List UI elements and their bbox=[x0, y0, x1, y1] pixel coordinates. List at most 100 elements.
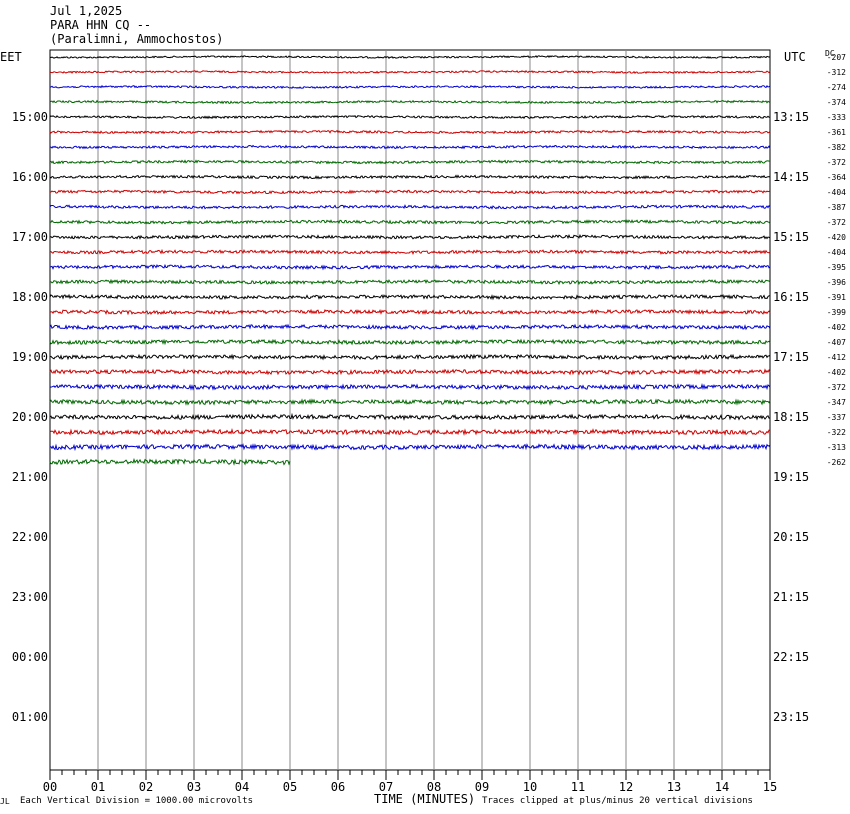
x-tick-label: 08 bbox=[427, 780, 441, 794]
seismic-trace bbox=[49, 368, 771, 376]
dc-offset-label: -404 bbox=[827, 248, 846, 257]
x-tick-label: 02 bbox=[139, 780, 153, 794]
x-tick-label: 01 bbox=[91, 780, 105, 794]
x-tick-label: 15 bbox=[763, 780, 777, 794]
right-hour-label: 21:15 bbox=[773, 590, 809, 604]
right-hour-label: 14:15 bbox=[773, 170, 809, 184]
seismic-trace bbox=[49, 457, 291, 466]
left-hour-labels: 15:00 16:00 17:00 18:00 19:00 20:00 21:00 22:00… bbox=[12, 110, 48, 724]
clip-note: Traces clipped at plus/minus 20 vertical… bbox=[482, 796, 753, 806]
x-tick-label: 11 bbox=[571, 780, 585, 794]
right-hour-label: 17:15 bbox=[773, 350, 809, 364]
dc-offset-label: -374 bbox=[827, 98, 846, 107]
seismic-trace bbox=[49, 263, 771, 271]
dc-offset-label: -347 bbox=[827, 398, 846, 407]
dc-offset-label: -333 bbox=[827, 113, 846, 122]
x-tick-label: 05 bbox=[283, 780, 297, 794]
right-axis-title: UTC bbox=[784, 50, 806, 64]
seismic-trace bbox=[49, 114, 771, 120]
x-tick-label: 09 bbox=[475, 780, 489, 794]
x-axis-label: TIME (MINUTES) bbox=[374, 792, 475, 806]
seismic-trace bbox=[49, 174, 771, 180]
right-hour-label: 20:15 bbox=[773, 530, 809, 544]
right-hour-label: 19:15 bbox=[773, 470, 809, 484]
dc-offset-label: -372 bbox=[827, 383, 846, 392]
right-hour-label: 23:15 bbox=[773, 710, 809, 724]
right-hour-label: 13:15 bbox=[773, 110, 809, 124]
seismic-trace bbox=[49, 412, 771, 421]
right-hour-label: 18:15 bbox=[773, 410, 809, 424]
left-hour-label: 15:00 bbox=[12, 110, 48, 124]
station-label: PARA HHN CQ -- bbox=[50, 18, 152, 32]
dc-offset-label: -372 bbox=[827, 218, 846, 227]
seismic-trace bbox=[49, 159, 771, 165]
seismic-trace bbox=[49, 248, 771, 256]
right-hour-labels: 13:15 14:15 15:15 16:15 17:15 18:15 19:15 20:15… bbox=[773, 110, 809, 724]
left-hour-label: 23:00 bbox=[12, 590, 48, 604]
seismic-trace bbox=[49, 219, 771, 225]
seismic-trace bbox=[49, 398, 771, 406]
seismic-trace bbox=[49, 293, 771, 301]
right-hour-label: 15:15 bbox=[773, 230, 809, 244]
dc-offset-label: -361 bbox=[827, 128, 846, 137]
dc-offset-label: -402 bbox=[827, 368, 846, 377]
dc-offset-label: -313 bbox=[827, 443, 846, 452]
dc-offset-label: -312 bbox=[827, 68, 846, 77]
left-hour-label: 19:00 bbox=[12, 350, 48, 364]
x-tick-label: 10 bbox=[523, 780, 537, 794]
dc-offset-label: -387 bbox=[827, 203, 846, 212]
dc-offset-label: -404 bbox=[827, 188, 846, 197]
dc-offset-label: -337 bbox=[827, 413, 846, 422]
dc-offset-label: -420 bbox=[827, 233, 846, 242]
seismic-trace bbox=[49, 99, 771, 105]
seismic-trace bbox=[49, 84, 771, 89]
dc-offset-label: -274 bbox=[827, 83, 846, 92]
x-axis-ticks: 00 01 02 03 04 05 06 07 08 09 10 11 12 13 14 15 bbox=[43, 770, 777, 794]
scale-note: Each Vertical Division = 1000.00 microvo… bbox=[20, 796, 253, 806]
dc-offset-label: -322 bbox=[827, 428, 846, 437]
seismic-trace bbox=[49, 278, 771, 286]
dc-offset-label: -207 bbox=[827, 53, 846, 62]
seismic-trace bbox=[49, 443, 771, 452]
seismic-trace bbox=[49, 323, 771, 331]
minute-gridlines bbox=[97, 50, 723, 770]
seismic-trace bbox=[49, 353, 771, 361]
dc-offset-label: -391 bbox=[827, 293, 846, 302]
right-hour-label: 22:15 bbox=[773, 650, 809, 664]
left-hour-label: 20:00 bbox=[12, 410, 48, 424]
x-tick-label: 06 bbox=[331, 780, 345, 794]
dc-offset-label: -407 bbox=[827, 338, 846, 347]
dc-offset-label: -395 bbox=[827, 263, 846, 272]
left-hour-label: 16:00 bbox=[12, 170, 48, 184]
dc-offset-label: -262 bbox=[827, 458, 846, 467]
x-tick-label: 14 bbox=[715, 780, 729, 794]
logo-mark: JL bbox=[0, 797, 10, 806]
dc-header: DC bbox=[825, 49, 835, 58]
left-axis-title: EET bbox=[0, 50, 22, 64]
x-tick-label: 12 bbox=[619, 780, 633, 794]
seismic-trace bbox=[49, 383, 771, 391]
seismic-trace bbox=[49, 189, 771, 195]
x-tick-label: 04 bbox=[235, 780, 249, 794]
left-hour-label: 00:00 bbox=[12, 650, 48, 664]
dc-offset-label: -372 bbox=[827, 158, 846, 167]
dc-offset-label: -402 bbox=[827, 323, 846, 332]
x-tick-label: 03 bbox=[187, 780, 201, 794]
location-label: (Paralimni, Ammochostos) bbox=[50, 32, 224, 46]
dc-offset-label: -364 bbox=[827, 173, 846, 182]
dc-offset-labels: -207 -312 -274 -374 -333 -361 -382 -372 -364 -404… bbox=[827, 53, 846, 467]
right-hour-label: 16:15 bbox=[773, 290, 809, 304]
dc-offset-label: -382 bbox=[827, 143, 846, 152]
left-hour-label: 22:00 bbox=[12, 530, 48, 544]
seismic-trace bbox=[49, 338, 771, 346]
x-tick-label: 07 bbox=[379, 780, 393, 794]
left-hour-label: 01:00 bbox=[12, 710, 48, 724]
seismic-trace bbox=[49, 234, 771, 240]
dc-offset-label: -396 bbox=[827, 278, 846, 287]
x-tick-label: 13 bbox=[667, 780, 681, 794]
seismic-trace bbox=[49, 70, 771, 75]
seismic-trace bbox=[49, 427, 771, 437]
left-hour-label: 18:00 bbox=[12, 290, 48, 304]
seismic-trace bbox=[49, 144, 771, 150]
